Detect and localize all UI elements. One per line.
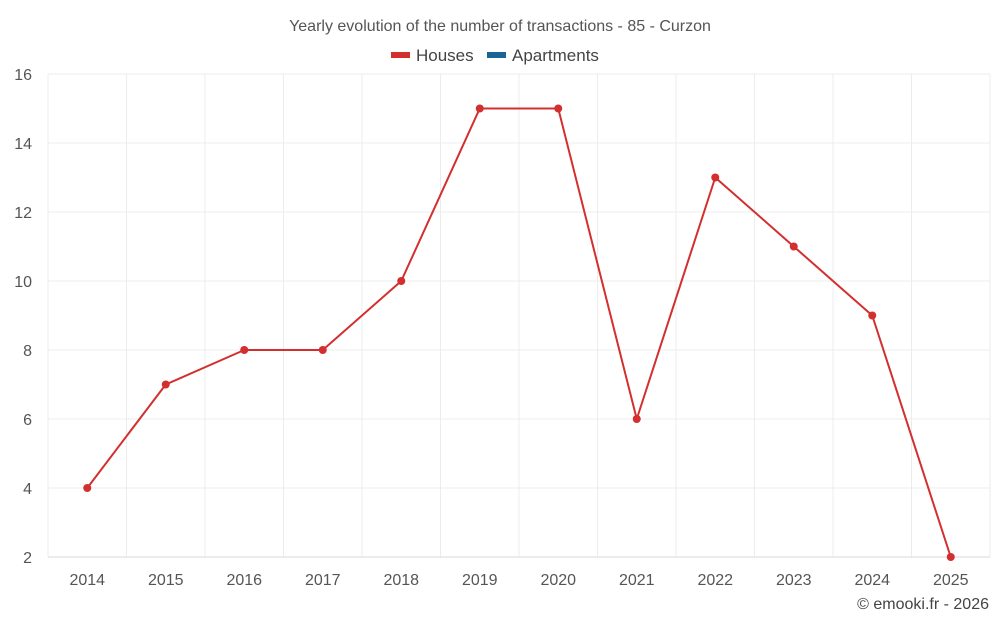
x-tick-label: 2019	[462, 572, 498, 589]
x-tick-label: 2014	[69, 572, 105, 589]
legend-swatch-apartments	[487, 52, 506, 58]
data-point-2022[interactable]	[711, 173, 720, 182]
x-tick-label: 2021	[619, 572, 655, 589]
y-tick-label: 12	[14, 205, 32, 222]
y-tick-label: 2	[23, 550, 32, 567]
legend-item-houses[interactable]: Houses	[391, 46, 474, 65]
data-point-2019[interactable]	[475, 104, 484, 113]
data-point-2015[interactable]	[161, 380, 170, 389]
x-tick-label: 2015	[148, 572, 184, 589]
credit-text: © emooki.fr - 2026	[857, 596, 989, 613]
legend-label-houses: Houses	[416, 46, 474, 65]
series-houses	[83, 104, 955, 561]
chart-title: Yearly evolution of the number of transa…	[289, 18, 711, 35]
x-tick-label: 2024	[854, 572, 890, 589]
y-tick-label: 10	[14, 274, 32, 291]
data-point-2018[interactable]	[397, 277, 406, 285]
legend: Houses Apartments	[391, 46, 599, 65]
series-line-houses	[86, 107, 952, 558]
legend-label-apartments: Apartments	[512, 46, 599, 65]
x-tick-label: 2023	[776, 572, 812, 589]
x-axis: 2014 2015 2016 2017 2018 2019 2020 2021 2022 2023…	[69, 572, 968, 589]
x-tick-label: 2020	[540, 572, 576, 589]
data-point-2021[interactable]	[632, 415, 641, 423]
y-tick-label: 16	[14, 67, 32, 84]
data-point-2016[interactable]	[240, 346, 249, 354]
y-axis: 2 4 6 8 10 12 14 16	[14, 67, 32, 567]
data-point-2020[interactable]	[554, 104, 563, 113]
data-point-2023[interactable]	[789, 242, 798, 251]
y-tick-label: 4	[23, 481, 32, 498]
grid	[47, 73, 991, 558]
x-tick-label: 2025	[933, 572, 969, 589]
data-point-2025[interactable]	[946, 553, 955, 561]
data-point-2017[interactable]	[318, 346, 327, 354]
legend-item-apartments[interactable]: Apartments	[487, 46, 599, 65]
data-point-2014[interactable]	[83, 484, 92, 492]
y-tick-label: 6	[23, 412, 32, 429]
y-tick-label: 8	[23, 343, 32, 360]
legend-swatch-houses	[391, 52, 410, 58]
x-tick-label: 2017	[305, 572, 341, 589]
data-point-2024[interactable]	[868, 311, 877, 320]
x-tick-label: 2016	[226, 572, 262, 589]
y-tick-label: 14	[14, 136, 32, 153]
x-tick-label: 2018	[383, 572, 419, 589]
x-tick-label: 2022	[697, 572, 733, 589]
